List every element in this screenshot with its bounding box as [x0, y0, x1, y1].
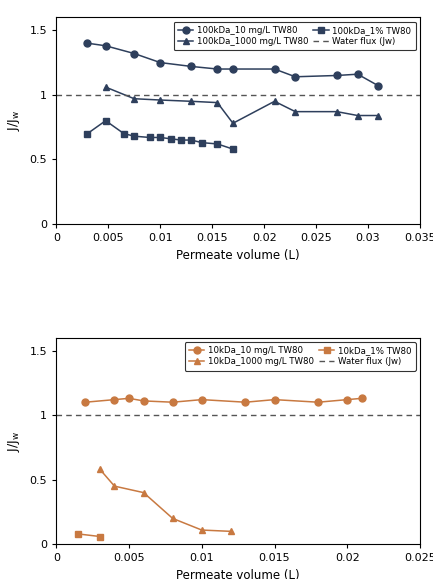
100kDa_10 mg/L TW80: [103, 42, 108, 49]
100kDa_1% TW80: [178, 137, 184, 144]
10kDa_1000 mg/L TW80: [170, 515, 175, 522]
Line: 10kDa_10 mg/L TW80: 10kDa_10 mg/L TW80: [82, 395, 365, 406]
10kDa_10 mg/L TW80: [141, 397, 146, 404]
10kDa_1000 mg/L TW80: [228, 528, 233, 535]
Text: J/J$_\mathregular{w}$: J/J$_\mathregular{w}$: [6, 430, 23, 452]
100kDa_10 mg/L TW80: [85, 40, 90, 47]
10kDa_10 mg/L TW80: [199, 396, 204, 403]
100kDa_10 mg/L TW80: [132, 50, 137, 57]
10kDa_1000 mg/L TW80: [97, 466, 103, 473]
Text: J/J$_\mathregular{w}$: J/J$_\mathregular{w}$: [6, 110, 23, 131]
100kDa_1% TW80: [215, 141, 220, 148]
100kDa_10 mg/L TW80: [215, 65, 220, 72]
10kDa_10 mg/L TW80: [170, 399, 175, 406]
10kDa_1000 mg/L TW80: [141, 489, 146, 496]
10kDa_10 mg/L TW80: [359, 395, 365, 402]
10kDa_10 mg/L TW80: [112, 396, 117, 403]
100kDa_1% TW80: [158, 134, 163, 141]
100kDa_1% TW80: [189, 137, 194, 144]
10kDa_1000 mg/L TW80: [112, 483, 117, 490]
100kDa_10 mg/L TW80: [355, 71, 360, 78]
100kDa_1000 mg/L TW80: [158, 97, 163, 104]
100kDa_1000 mg/L TW80: [189, 98, 194, 105]
X-axis label: Permeate volume (L): Permeate volume (L): [176, 569, 300, 579]
100kDa_1% TW80: [230, 146, 236, 153]
10kDa_10 mg/L TW80: [316, 399, 321, 406]
100kDa_1000 mg/L TW80: [272, 98, 277, 105]
10kDa_10 mg/L TW80: [243, 399, 248, 406]
X-axis label: Permeate volume (L): Permeate volume (L): [176, 248, 300, 262]
10kDa_10 mg/L TW80: [83, 399, 88, 406]
100kDa_10 mg/L TW80: [189, 63, 194, 70]
100kDa_1000 mg/L TW80: [376, 112, 381, 119]
10kDa_1000 mg/L TW80: [199, 526, 204, 533]
100kDa_1% TW80: [199, 139, 204, 146]
Legend: 10kDa_10 mg/L TW80, 10kDa_1000 mg/L TW80, 10kDa_1% TW80, Water flux (Jw): 10kDa_10 mg/L TW80, 10kDa_1000 mg/L TW80…: [184, 342, 416, 371]
100kDa_1000 mg/L TW80: [215, 99, 220, 106]
100kDa_1000 mg/L TW80: [132, 96, 137, 102]
100kDa_1% TW80: [147, 134, 152, 141]
100kDa_10 mg/L TW80: [293, 74, 298, 80]
100kDa_1000 mg/L TW80: [230, 120, 236, 127]
10kDa_1% TW80: [75, 530, 81, 537]
100kDa_10 mg/L TW80: [334, 72, 339, 79]
100kDa_1% TW80: [168, 135, 173, 142]
100kDa_1% TW80: [132, 133, 137, 140]
10kDa_10 mg/L TW80: [272, 396, 277, 403]
10kDa_10 mg/L TW80: [126, 395, 132, 402]
100kDa_10 mg/L TW80: [272, 65, 277, 72]
Line: 10kDa_1000 mg/L TW80: 10kDa_1000 mg/L TW80: [97, 466, 234, 535]
Line: 100kDa_10 mg/L TW80: 100kDa_10 mg/L TW80: [84, 40, 382, 89]
100kDa_1000 mg/L TW80: [103, 83, 108, 90]
100kDa_10 mg/L TW80: [376, 82, 381, 89]
10kDa_1% TW80: [97, 533, 103, 540]
100kDa_10 mg/L TW80: [230, 65, 236, 72]
100kDa_1% TW80: [103, 117, 108, 124]
100kDa_1% TW80: [85, 130, 90, 137]
100kDa_1000 mg/L TW80: [355, 112, 360, 119]
Line: 10kDa_1% TW80: 10kDa_1% TW80: [75, 531, 103, 540]
Line: 100kDa_1000 mg/L TW80: 100kDa_1000 mg/L TW80: [102, 83, 382, 127]
100kDa_1000 mg/L TW80: [334, 108, 339, 115]
100kDa_10 mg/L TW80: [158, 59, 163, 66]
10kDa_10 mg/L TW80: [345, 396, 350, 403]
100kDa_1% TW80: [121, 130, 126, 137]
Legend: 100kDa_10 mg/L TW80, 100kDa_1000 mg/L TW80, 100kDa_1% TW80, Water flux (Jw): 100kDa_10 mg/L TW80, 100kDa_1000 mg/L TW…: [174, 21, 416, 50]
Line: 100kDa_1% TW80: 100kDa_1% TW80: [84, 118, 236, 152]
100kDa_1000 mg/L TW80: [293, 108, 298, 115]
